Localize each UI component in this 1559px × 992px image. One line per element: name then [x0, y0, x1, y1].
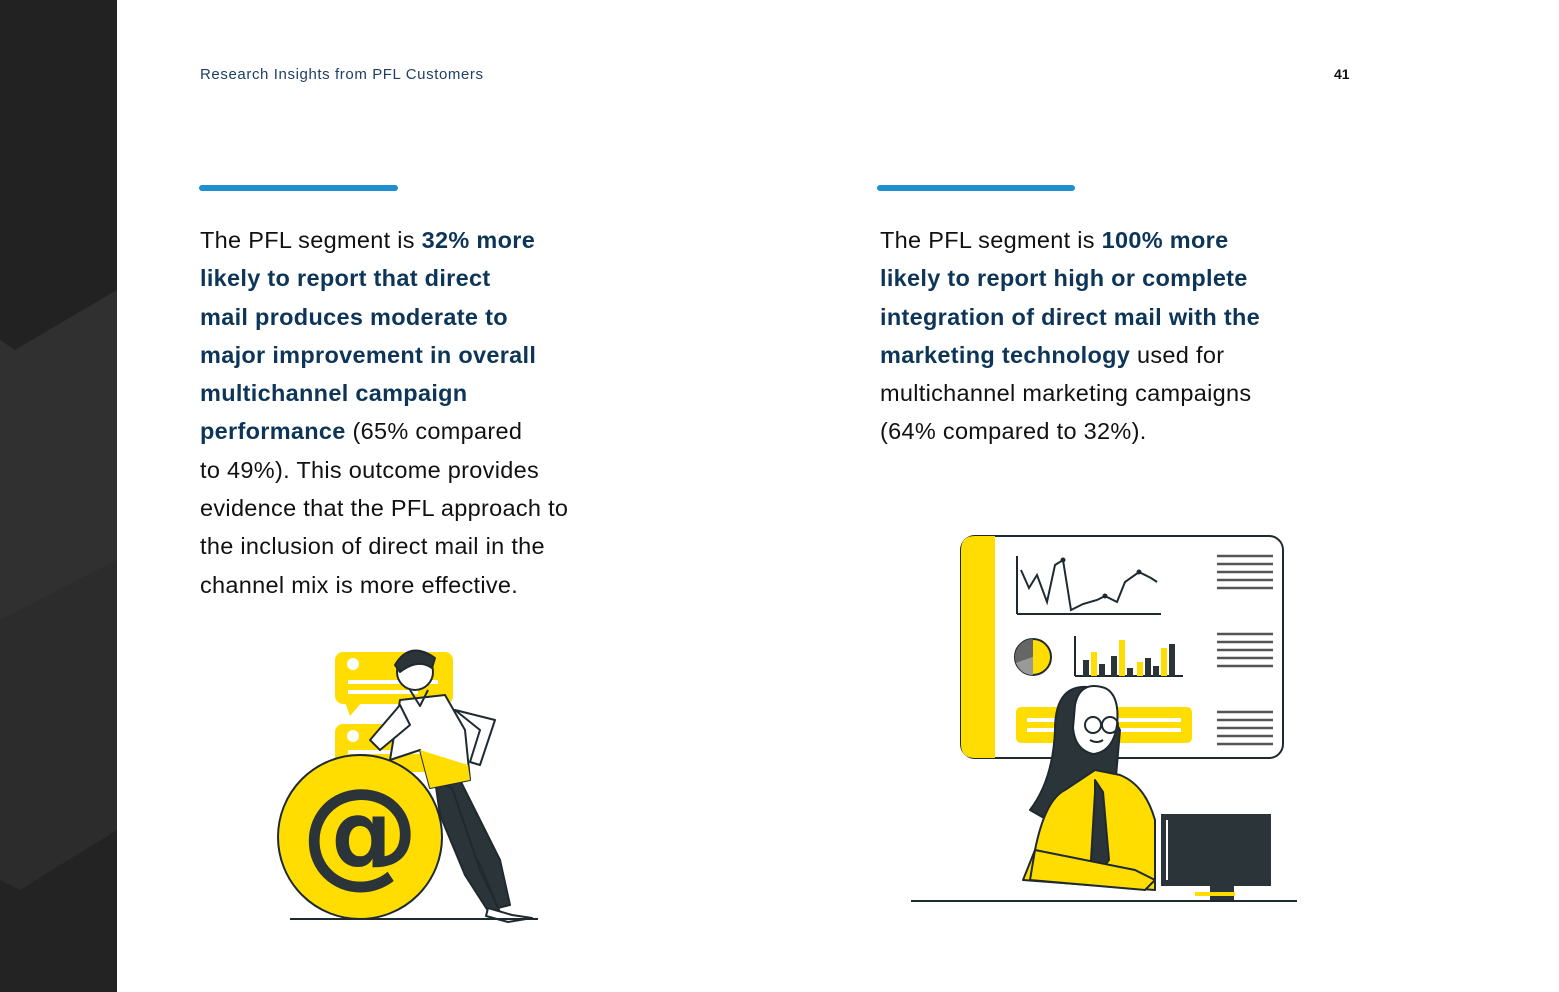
left-paragraph: The PFL segment is 32% more likely to rep…: [200, 221, 670, 604]
right-paragraph: The PFL segment is 100% more likely to re…: [880, 221, 1340, 451]
body-text-run: (64% compared to 32%).: [880, 418, 1147, 445]
body-text-run: multichannel marketing campaigns: [880, 380, 1252, 407]
at-sign-icon: @: [277, 754, 443, 920]
woman-figure: [1022, 685, 1156, 891]
emphasis-text: integration of direct mail with the: [880, 303, 1260, 330]
body-text-run: to 49%). This outcome provides: [200, 456, 540, 483]
emphasis-text: 32% more: [421, 227, 536, 253]
accent-rule-right: [877, 185, 1075, 191]
emphasis-text: likely to report that direct: [200, 265, 491, 292]
computer-monitor-icon: [1161, 814, 1271, 900]
left-lines: 32% more likely to report that direct mail…: [200, 227, 568, 598]
bar-chart-icon: [1074, 636, 1183, 677]
emphasis-text: likely to report high or complete: [880, 265, 1248, 292]
sidebar-decoration: [0, 0, 117, 992]
accent-rule-left: [199, 185, 398, 191]
emphasis-text: marketing technology: [880, 341, 1131, 368]
emphasis-text: major improvement in overall: [200, 341, 537, 368]
body-text-run: the inclusion of direct mail in the: [200, 533, 545, 560]
body-text-run: evidence that the PFL approach to: [200, 495, 569, 522]
body-text-run: used for: [1130, 341, 1225, 368]
pie-chart-icon: [1014, 638, 1052, 676]
body-text-run: (65% compared: [345, 418, 523, 445]
body-text-run: channel mix is more effective.: [200, 571, 519, 598]
left-intro: The PFL segment is: [200, 227, 422, 253]
emphasis-text: multichannel campaign: [200, 380, 468, 407]
right-lines: 100% more likely to report high or comple…: [880, 227, 1260, 444]
man-figure: [369, 649, 533, 923]
email-man-illustration: @: [277, 649, 538, 923]
dashboard-board: [960, 535, 1284, 759]
right-intro: The PFL segment is: [880, 227, 1102, 253]
emphasis-text: mail produces moderate to: [200, 303, 508, 330]
line-chart-icon: [1016, 556, 1161, 615]
dashboard-woman-illustration: [911, 535, 1297, 902]
page-number: 41: [1334, 66, 1350, 82]
geometric-pattern: [0, 0, 117, 992]
at-glyph: @: [301, 762, 419, 900]
running-head: Research Insights from PFL Customers: [200, 66, 484, 83]
emphasis-text: 100% more: [1101, 227, 1229, 253]
emphasis-text: performance: [200, 418, 346, 445]
text-lines-icon: [1217, 554, 1273, 746]
